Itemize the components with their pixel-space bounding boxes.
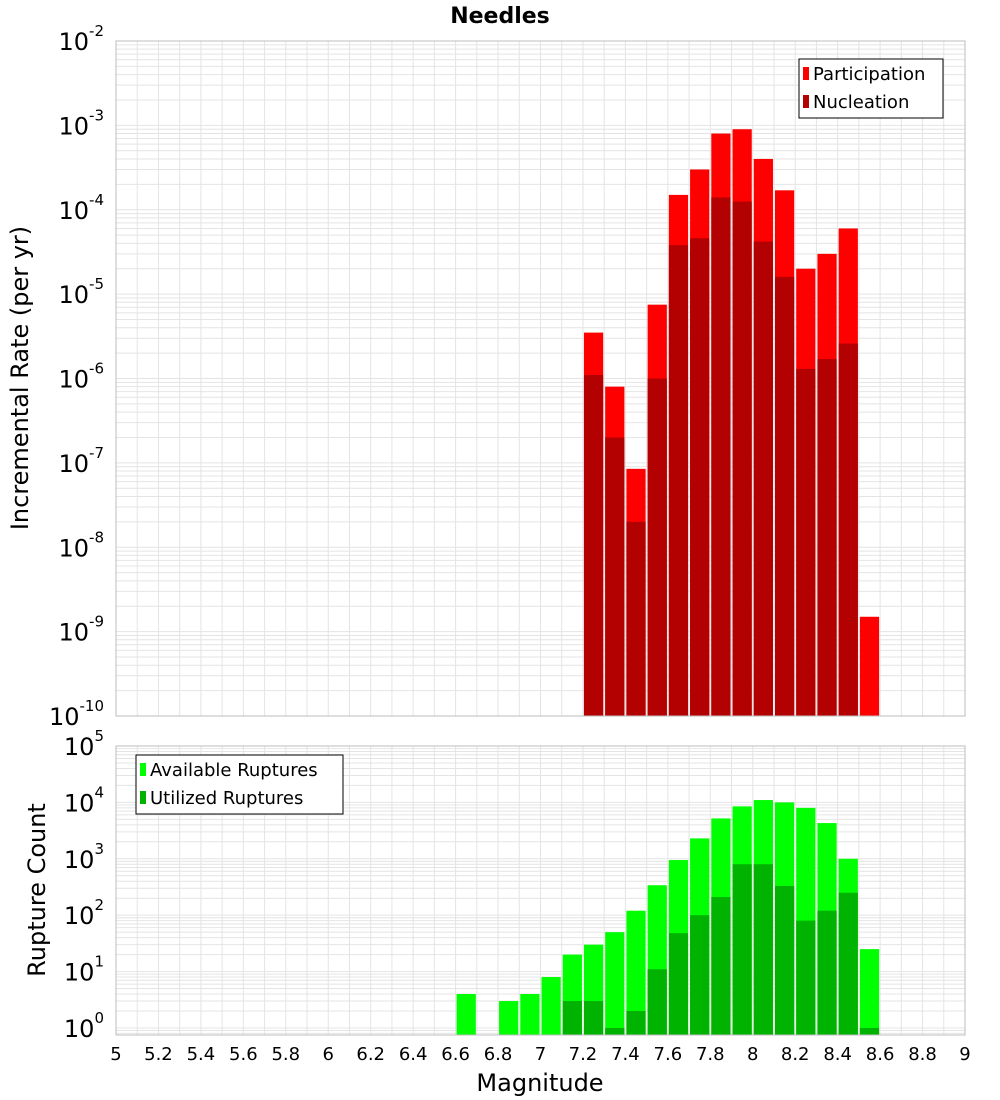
- nucleation-bar: [732, 201, 752, 716]
- utilized-ruptures-bar: [562, 1001, 582, 1035]
- rate-y-tick-label: 10-3: [58, 106, 104, 140]
- nucleation-legend-swatch: [803, 95, 809, 108]
- nucleation-bar: [838, 343, 858, 716]
- rate-legend: Participation Nucleation: [798, 58, 944, 119]
- nucleation-bar: [626, 521, 646, 716]
- rate-y-tick-label: 10-4: [58, 191, 104, 225]
- available-ruptures-bar: [456, 994, 476, 1035]
- nucleation-bar: [817, 359, 837, 716]
- nucleation-legend-label: Nucleation: [813, 92, 909, 113]
- magnitude-tick-label: 7.8: [696, 1044, 725, 1065]
- magnitude-tick-label: 7.6: [654, 1044, 683, 1065]
- utilized-ruptures-bar: [647, 969, 667, 1035]
- chart-title: Needles: [450, 4, 550, 29]
- rate-y-tick-label: 10-5: [58, 275, 104, 309]
- magnitude-tick-label: 5.8: [271, 1044, 300, 1065]
- rate-y-ticks: 10-10 10-9 10-8 10-7 10-6 10-5 10-4 10-3 10-2: [49, 22, 104, 731]
- magnitude-tick-label: 5.2: [144, 1044, 173, 1065]
- rupture-y-tick-label: 102: [64, 896, 104, 930]
- nucleation-bar: [583, 375, 604, 716]
- utilized-ruptures-bar: [690, 915, 710, 1035]
- available-legend-swatch: [140, 763, 146, 776]
- rate-y-tick-label: 10-8: [58, 528, 104, 562]
- rupture-y-tick-label: 104: [64, 783, 104, 817]
- magnitude-tick-label: 6.2: [356, 1044, 385, 1065]
- rupture-count-plot: 100 101 102 103 104 105 5 5.2 5.4 5.6 5.8 6 6.2 6.4 6…: [23, 727, 971, 1097]
- rupture-legend-box: [135, 754, 344, 815]
- rupture-bars: [456, 800, 880, 1035]
- rate-legend-box: [798, 58, 944, 119]
- participation-legend-label: Participation: [813, 64, 925, 85]
- nucleation-bar: [711, 197, 731, 717]
- rupture-plot-frame: [115, 745, 966, 1036]
- available-legend-label: Available Ruptures: [150, 760, 318, 781]
- rupture-y-ticks: 100 101 102 103 104 105: [64, 727, 104, 1043]
- rate-y-tick-label: 10-7: [58, 444, 104, 478]
- rate-plot: 10-10 10-9 10-8 10-7 10-6 10-5 10-4 10-3 10-2 In…: [6, 22, 966, 731]
- nucleation-bar: [753, 241, 773, 717]
- utilized-ruptures-bar: [753, 864, 773, 1035]
- rate-y-tick-label: 10-10: [49, 697, 104, 731]
- participation-legend-swatch: [803, 67, 809, 80]
- magnitude-tick-label: 8.6: [866, 1044, 895, 1065]
- magnitude-tick-label: 7.2: [569, 1044, 598, 1065]
- magnitude-tick-label: 6.8: [484, 1044, 513, 1065]
- utilized-ruptures-bar: [774, 885, 795, 1035]
- magnitude-tick-label: 8.8: [908, 1044, 937, 1065]
- utilized-ruptures-bar: [711, 897, 731, 1035]
- rupture-y-tick-label: 103: [64, 840, 104, 874]
- magnitude-tick-label: 8: [747, 1044, 758, 1065]
- utilized-ruptures-bar: [796, 920, 816, 1035]
- rate-y-tick-label: 10-9: [58, 613, 104, 647]
- available-ruptures-bar: [605, 932, 625, 1035]
- utilized-legend-swatch: [140, 791, 146, 804]
- nucleation-bar: [774, 276, 795, 716]
- rate-y-axis-label: Incremental Rate (per yr): [6, 226, 34, 530]
- nucleation-bar: [647, 378, 667, 716]
- utilized-ruptures-bar: [838, 892, 858, 1035]
- utilized-ruptures-bar: [626, 1010, 646, 1035]
- utilized-ruptures-bar: [859, 1027, 880, 1035]
- rupture-y-tick-label: 100: [64, 1009, 104, 1043]
- magnitude-x-ticks: 5 5.2 5.4 5.6 5.8 6 6.2 6.4 6.6 6.8 7 7.2 7.4 7.6 7.8 8…: [110, 1044, 970, 1065]
- magnitude-tick-label: 5.4: [187, 1044, 216, 1065]
- magnitude-tick-label: 6: [323, 1044, 334, 1065]
- available-ruptures-bar: [520, 994, 540, 1035]
- rupture-y-tick-label: 105: [64, 727, 104, 761]
- utilized-ruptures-bar: [605, 1027, 625, 1035]
- rate-bars: [583, 129, 880, 717]
- utilized-ruptures-bar: [583, 1001, 604, 1035]
- magnitude-tick-label: 8.4: [823, 1044, 852, 1065]
- magnitude-tick-label: 6.6: [441, 1044, 470, 1065]
- nucleation-bar: [796, 368, 816, 716]
- rupture-legend: Available Ruptures Utilized Ruptures: [135, 754, 344, 815]
- nucleation-bar: [605, 437, 625, 716]
- rate-y-tick-label: 10-2: [58, 22, 104, 56]
- nucleation-bar: [690, 238, 710, 716]
- magnitude-tick-label: 5.6: [229, 1044, 258, 1065]
- available-ruptures-bar: [626, 910, 646, 1035]
- rate-plot-frame: [115, 40, 966, 717]
- magnitude-tick-label: 7: [535, 1044, 546, 1065]
- x-axis-label: Magnitude: [476, 1069, 603, 1097]
- nucleation-bar: [668, 245, 689, 717]
- available-ruptures-bar: [859, 949, 880, 1035]
- available-ruptures-bar: [499, 1001, 519, 1035]
- rate-gridlines: [115, 40, 966, 717]
- participation-bar: [859, 616, 880, 716]
- utilized-ruptures-bar: [668, 933, 689, 1035]
- available-ruptures-bar: [541, 977, 561, 1035]
- rate-y-tick-label: 10-6: [58, 360, 104, 394]
- rupture-y-tick-label: 101: [64, 953, 104, 987]
- magnitude-tick-label: 5: [110, 1044, 121, 1065]
- utilized-ruptures-bar: [732, 864, 752, 1035]
- magnitude-tick-label: 8.2: [781, 1044, 810, 1065]
- magnitude-tick-label: 6.4: [399, 1044, 428, 1065]
- utilized-ruptures-bar: [817, 910, 837, 1035]
- magnitude-tick-label: 7.4: [611, 1044, 640, 1065]
- magnitude-tick-label: 9: [959, 1044, 970, 1065]
- utilized-legend-label: Utilized Ruptures: [150, 788, 303, 809]
- rupture-y-axis-label: Rupture Count: [23, 803, 51, 977]
